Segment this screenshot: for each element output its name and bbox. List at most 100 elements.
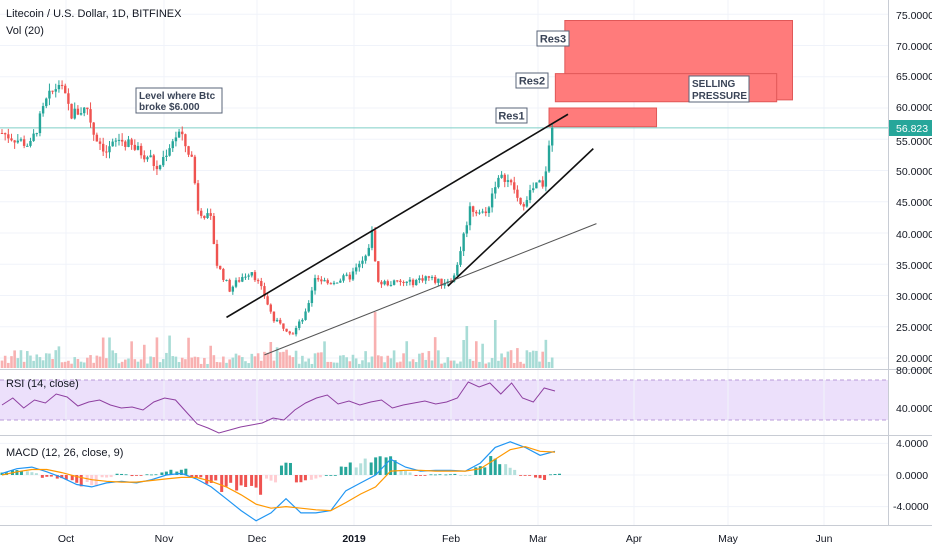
candle-body [48, 90, 51, 99]
candle-body [408, 279, 412, 282]
candle-body [326, 280, 329, 284]
res2-label[interactable]: Res2 [515, 72, 549, 89]
volume-bar [127, 358, 130, 368]
candle-body [54, 89, 57, 92]
macd-histogram-bar [55, 475, 59, 479]
volume-bar [225, 362, 228, 368]
candle-body [263, 286, 266, 297]
volume-bar [111, 350, 114, 368]
candle-body [279, 319, 282, 324]
volume-bar [339, 355, 342, 368]
candle-body [532, 188, 535, 191]
candle-body [367, 247, 370, 256]
candle-body [67, 93, 70, 104]
candle-body [120, 139, 124, 142]
macd-tick-neg4: -4.0000 [893, 501, 929, 513]
rsi-tick-40: 40.0000 [896, 403, 932, 415]
candle-body [345, 274, 348, 276]
rsi-pane [1, 381, 556, 434]
btc-level-label[interactable]: Level where Btc broke $6.000 [135, 87, 223, 114]
volume-bar [98, 356, 102, 368]
volume-bar [373, 312, 377, 368]
volume-bar [32, 360, 35, 368]
time-axis[interactable]: Oct Nov Dec 2019 Feb Mar Apr May Jun [58, 533, 833, 545]
macd-histogram-bar [423, 475, 427, 476]
candle-body [108, 146, 111, 153]
volume-bar [500, 353, 503, 368]
candle-body [399, 280, 402, 283]
candle-body [209, 213, 212, 216]
selling-pressure-label[interactable]: SELLING PRESSURE [688, 75, 750, 103]
candle-body [41, 106, 45, 114]
btc-level-text-1: Level where Btc [139, 91, 216, 102]
candle-body [459, 251, 462, 265]
candle-body [490, 193, 494, 208]
btc-level-text-2: broke $6.000 [139, 102, 200, 113]
last-price-badge [889, 120, 932, 136]
candle-body [32, 133, 35, 141]
macd-axis[interactable]: 4.0000 0.0000 -4.0000 [893, 438, 929, 513]
volume-bar [354, 358, 358, 368]
macd-histogram-bar [438, 474, 442, 476]
candle-body [433, 276, 437, 283]
volume-bar [139, 359, 143, 368]
candle-body [358, 263, 361, 268]
candle-body [418, 278, 421, 281]
volume-bar [130, 341, 133, 368]
volume-bar [218, 362, 222, 368]
candle-body [307, 303, 310, 312]
trendline [264, 223, 597, 356]
volume-bar [383, 362, 386, 368]
volume-bar [468, 359, 472, 368]
macd-histogram-bar [414, 475, 418, 476]
volume-bar [206, 363, 209, 368]
macd-histogram-bar [0, 472, 4, 475]
macd-histogram-bar [538, 475, 542, 479]
candle-body [361, 260, 364, 264]
macd-histogram-bar [299, 475, 303, 483]
volume-bar [114, 353, 118, 368]
resistance-zones [548, 20, 793, 128]
macd-histogram-bar [70, 475, 74, 481]
volume-bar [361, 360, 364, 368]
volume-bar [174, 356, 178, 368]
volume-bar [288, 355, 292, 368]
volume-bar [475, 341, 478, 368]
volume-bar [161, 359, 165, 368]
candle-body [60, 84, 64, 86]
time-tick-may: May [718, 533, 739, 545]
volume-bar [22, 361, 26, 368]
volume-bar [177, 362, 181, 368]
candle-body [143, 155, 146, 160]
volume-bar [244, 361, 247, 368]
macd-histogram-bar [418, 475, 422, 476]
volume-bar [506, 351, 510, 368]
rsi-axis[interactable]: 80.0000 40.0000 [896, 365, 932, 415]
candle-body [89, 109, 92, 123]
candle-body [79, 113, 83, 115]
candle-body [165, 155, 168, 157]
volume-bar [370, 356, 374, 368]
res1-label[interactable]: Res1 [495, 107, 528, 124]
candle-body [114, 140, 118, 142]
macd-histogram-bar [489, 456, 493, 475]
res3-label[interactable]: Res3 [536, 30, 570, 47]
volume-bar [117, 363, 121, 368]
macd-histogram-bar [284, 462, 288, 475]
candle-body [168, 148, 171, 156]
candle-body [16, 140, 20, 143]
macd-histogram-bar [344, 466, 348, 475]
candle-body [487, 207, 491, 214]
volume-bar [493, 320, 497, 368]
volume-bar [449, 360, 453, 368]
volume-bar [443, 362, 446, 368]
macd-histogram-bar [199, 475, 203, 478]
volume-bar [196, 357, 200, 368]
volume-bar [95, 355, 99, 368]
volume-bar [193, 356, 197, 368]
volume-bar [380, 356, 383, 368]
btc-level-box [135, 87, 223, 114]
rsi-band [0, 380, 888, 420]
price-axis[interactable]: 75.0000 70.0000 65.0000 60.0000 55.0000 … [889, 10, 932, 365]
